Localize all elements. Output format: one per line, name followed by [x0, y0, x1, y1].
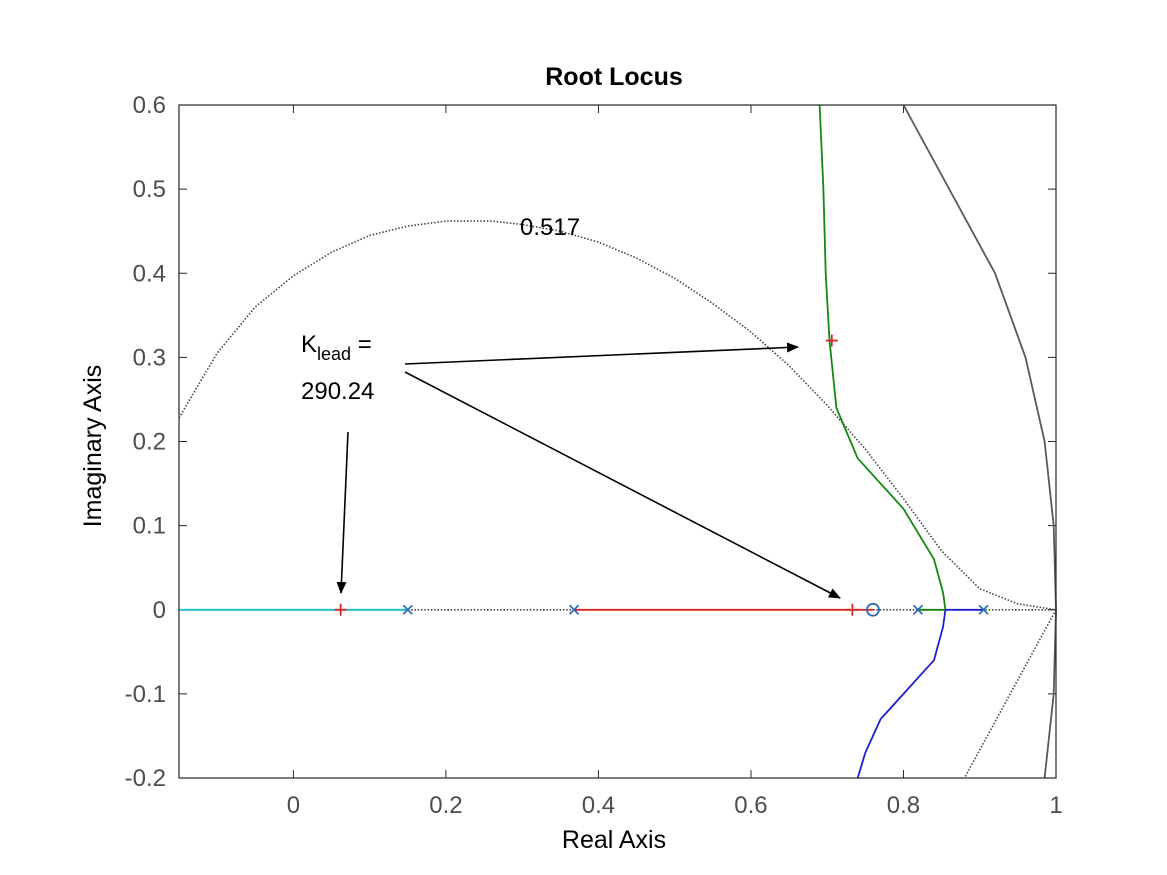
open-loop-pole-marker [402, 604, 413, 615]
gain-annotation-subscript: lead [317, 344, 351, 364]
y-tick-label: 0.3 [133, 344, 166, 371]
y-axis-label: Imaginary Axis [79, 365, 107, 528]
locus-branches [179, 104, 1057, 779]
y-ticks: -0.2 -0.1 0 0.1 0.2 0.3 0.4 0.5 0.6 [125, 92, 1056, 792]
gain-annotation-eq: = [351, 331, 372, 358]
x-tick-label: 0.2 [429, 792, 462, 819]
x-tick-label: 0.6 [734, 792, 767, 819]
y-tick-label: 0 [153, 597, 166, 624]
y-tick-label: 0.1 [133, 513, 166, 540]
chart-title: Root Locus [545, 63, 683, 91]
open-loop-pole-marker [978, 604, 989, 615]
y-tick-label: 0.5 [133, 176, 166, 203]
y-tick-label: -0.1 [125, 681, 166, 708]
closed-loop-pole-marker [825, 334, 838, 347]
locus-branch-blue [856, 609, 947, 779]
damping-curve-1 [963, 609, 1057, 779]
axes-box [178, 104, 1057, 779]
y-tick-label: -0.2 [125, 765, 166, 792]
plot-area [179, 105, 1056, 778]
y-tick-label: 0.4 [133, 260, 166, 287]
closed-loop-pole-marker [334, 603, 347, 616]
x-ticks: 0 0.2 0.4 0.6 0.8 1 [287, 105, 1063, 819]
x-tick-label: 0.8 [887, 792, 920, 819]
x-tick-label: 0.4 [582, 792, 615, 819]
x-tick-label: 1 [1049, 792, 1062, 819]
pole-zero-markers [334, 334, 989, 617]
damping-curve-0 [178, 220, 1057, 611]
closed-loop-pole-marker [846, 603, 859, 616]
gain-annotation-label: Klead = [301, 331, 372, 364]
open-loop-zero-marker [866, 602, 880, 617]
open-loop-pole-marker [568, 604, 580, 615]
y-tick-label: 0.2 [133, 429, 166, 456]
annotation-arrow-left [336, 431, 349, 594]
gain-annotation-k: K [301, 331, 317, 358]
annotation-arrow-upper [404, 342, 799, 365]
locus-branch-green [818, 104, 947, 610]
gain-annotation-value: 290.24 [301, 378, 374, 405]
damping-ratio-label: 0.517 [520, 214, 580, 241]
y-tick-label: 0.6 [133, 92, 166, 119]
open-loop-pole-marker [912, 604, 924, 615]
locus-branch-gray [902, 104, 1057, 779]
x-tick-label: 0 [287, 792, 300, 819]
annotation-arrow-right [404, 371, 841, 599]
x-axis-label: Real Axis [562, 826, 666, 854]
